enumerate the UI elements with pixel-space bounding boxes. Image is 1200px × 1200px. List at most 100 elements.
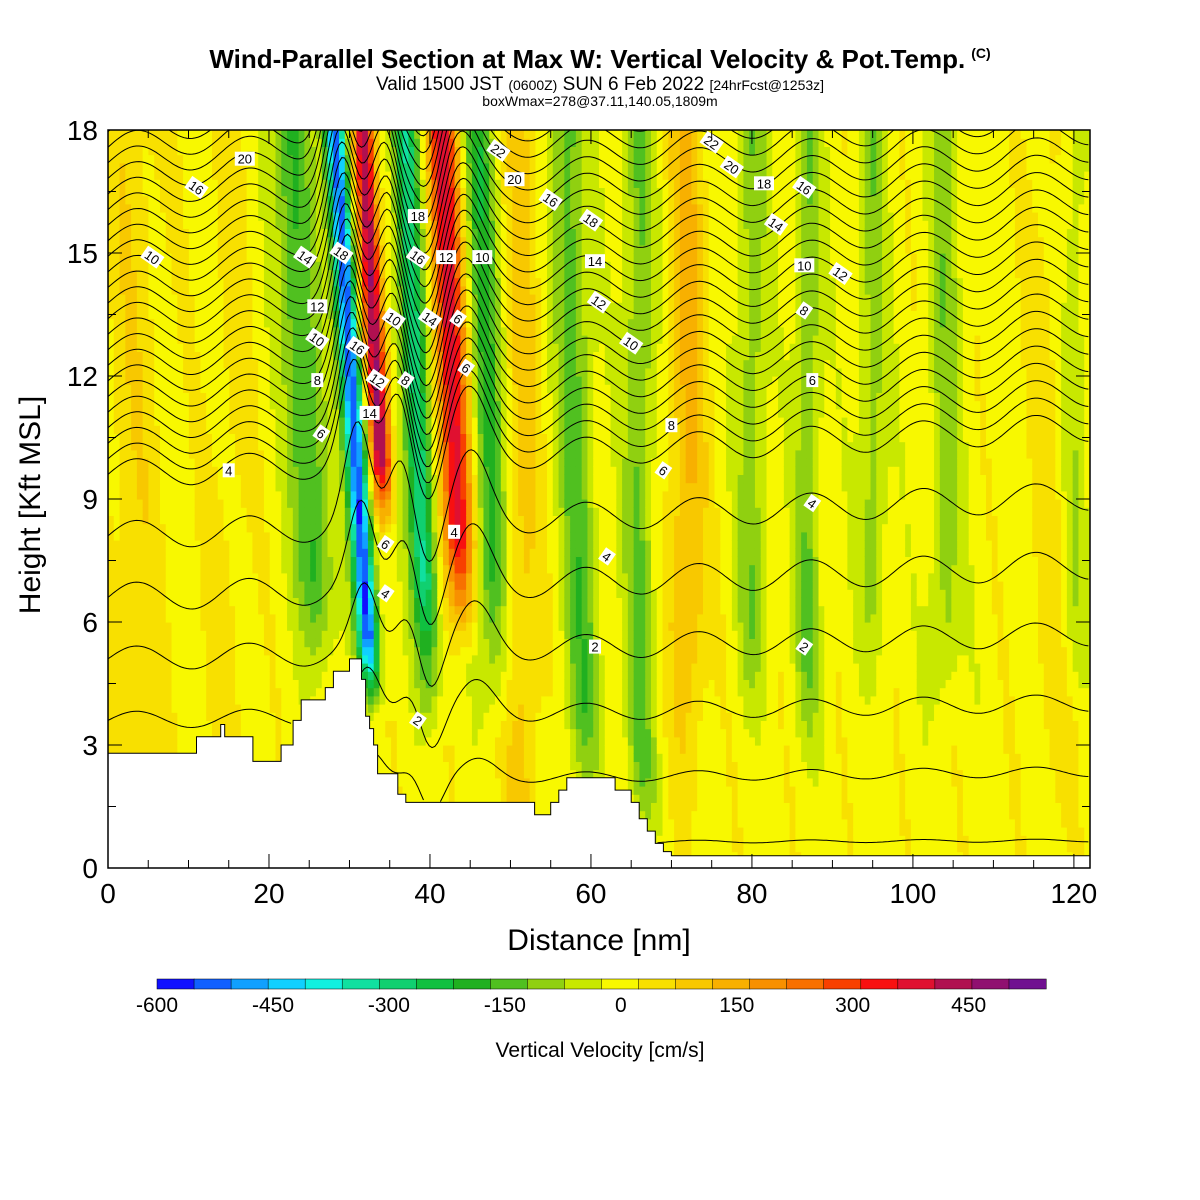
field-cell-3562 (333, 433, 340, 443)
field-cell-2297 (252, 474, 259, 484)
field-cell-1866 (223, 318, 230, 328)
field-cell-2274 (252, 663, 259, 672)
field-cell-697 (148, 310, 155, 320)
field-cell-3953 (356, 179, 363, 188)
field-cell-2737 (281, 556, 288, 566)
field-cell-734 (154, 745, 161, 754)
field-cell-1213 (183, 507, 190, 516)
field-cell-1867 (223, 310, 230, 320)
field-cell-4980 (425, 613, 433, 623)
field-cell-2182 (246, 679, 254, 689)
field-cell-1278 (188, 712, 196, 721)
field-cell-1299 (188, 540, 196, 549)
field-cell-1313 (188, 425, 196, 434)
field-cell-256 (119, 236, 126, 246)
field-cell-1652 (211, 597, 219, 607)
field-cell-379 (131, 704, 138, 713)
field-cell-1518 (200, 220, 207, 229)
field-cell-4041 (362, 195, 369, 205)
field-cell-2575 (269, 408, 277, 418)
field-cell-922 (165, 679, 173, 689)
field-cell-1465 (200, 654, 207, 664)
field-cell-1347 (188, 146, 196, 156)
field-cell-143 (113, 425, 121, 434)
field-cell-4245 (379, 736, 386, 746)
field-cell-336 (125, 318, 132, 328)
field-cell-1218 (183, 466, 190, 475)
field-cell-4391 (385, 277, 392, 287)
field-cell-3553 (333, 507, 340, 516)
field-cell-2136 (240, 318, 248, 328)
field-cell-781 (154, 359, 161, 369)
field-cell-440 (131, 203, 138, 213)
field-cell-1614 (206, 171, 213, 180)
field-cell-225 (119, 490, 126, 500)
field-cell-4103 (367, 425, 375, 434)
field-cell-701 (148, 277, 155, 287)
field-cell-1094 (177, 745, 184, 754)
field-cell-1115 (177, 572, 184, 582)
field-cell-4459 (391, 458, 398, 467)
field-cell-4096 (367, 482, 375, 492)
field-cell-2144 (240, 253, 248, 262)
field-cell-2360 (258, 695, 265, 705)
field-cell-2010 (235, 613, 242, 623)
field-cell-4869 (419, 786, 427, 795)
field-cell-326 (125, 400, 132, 410)
field-cell-3905 (356, 572, 363, 582)
field-cell-4313 (379, 179, 386, 188)
field-cell-4128 (367, 220, 375, 229)
field-cell-2025 (235, 490, 242, 500)
field-cell-1734 (217, 663, 225, 672)
field-cell-1416 (194, 318, 202, 328)
field-cell-3326 (315, 154, 323, 164)
field-cell-1651 (211, 605, 219, 615)
field-cell-125 (113, 572, 121, 582)
field-cell-4247 (379, 720, 386, 730)
field-cell-253 (119, 261, 126, 270)
field-cell-987 (165, 146, 173, 156)
field-cell-4854 (414, 171, 421, 180)
field-cell-1862 (223, 351, 230, 361)
field-cell-3569 (333, 376, 340, 385)
field-cell-4631 (402, 523, 409, 533)
field-cell-1168 (177, 138, 184, 147)
field-cell-1250 (183, 203, 190, 213)
field-cell-3290 (315, 449, 323, 459)
field-cell-3586 (333, 236, 340, 246)
field-cell-1747 (217, 556, 225, 566)
field-cell-2091 (240, 687, 248, 697)
field-cell-1682 (211, 351, 219, 361)
field-cell-1821 (223, 687, 230, 697)
field-cell-878 (159, 302, 167, 311)
field-cell-1820 (223, 695, 230, 705)
field-cell-2805 (287, 736, 294, 746)
field-cell-421 (131, 359, 138, 369)
field-cell-573 (142, 589, 150, 598)
field-cell-1494 (200, 417, 207, 426)
field-cell-32 (108, 597, 115, 607)
field-cell-1917 (229, 638, 236, 648)
field-cell-1257 (183, 146, 190, 156)
field-cell-1479 (200, 540, 207, 549)
field-cell-4829 (414, 376, 421, 385)
field-cell-3003 (298, 589, 305, 598)
field-cell-3097 (304, 556, 311, 566)
subtitle-forecast: [24hrFcst@1253z] (709, 77, 825, 93)
field-cell-407 (131, 474, 138, 484)
field-cell-489 (136, 540, 144, 549)
field-cell-1425 (194, 244, 202, 254)
field-cell-2222 (246, 351, 254, 361)
field-cell-1255 (183, 162, 190, 172)
field-cell-2827 (287, 556, 294, 566)
field-cell-942 (165, 515, 173, 525)
field-cell-4852 (414, 187, 421, 197)
field-cell-3184 (310, 581, 317, 590)
field-cell-1394 (194, 499, 202, 508)
field-cell-3467 (327, 474, 334, 484)
field-cell-397 (131, 556, 138, 566)
field-cell-897 (159, 146, 167, 156)
field-cell-3480 (327, 367, 334, 377)
field-cell-2029 (235, 458, 242, 467)
field-cell-3289 (315, 458, 323, 467)
